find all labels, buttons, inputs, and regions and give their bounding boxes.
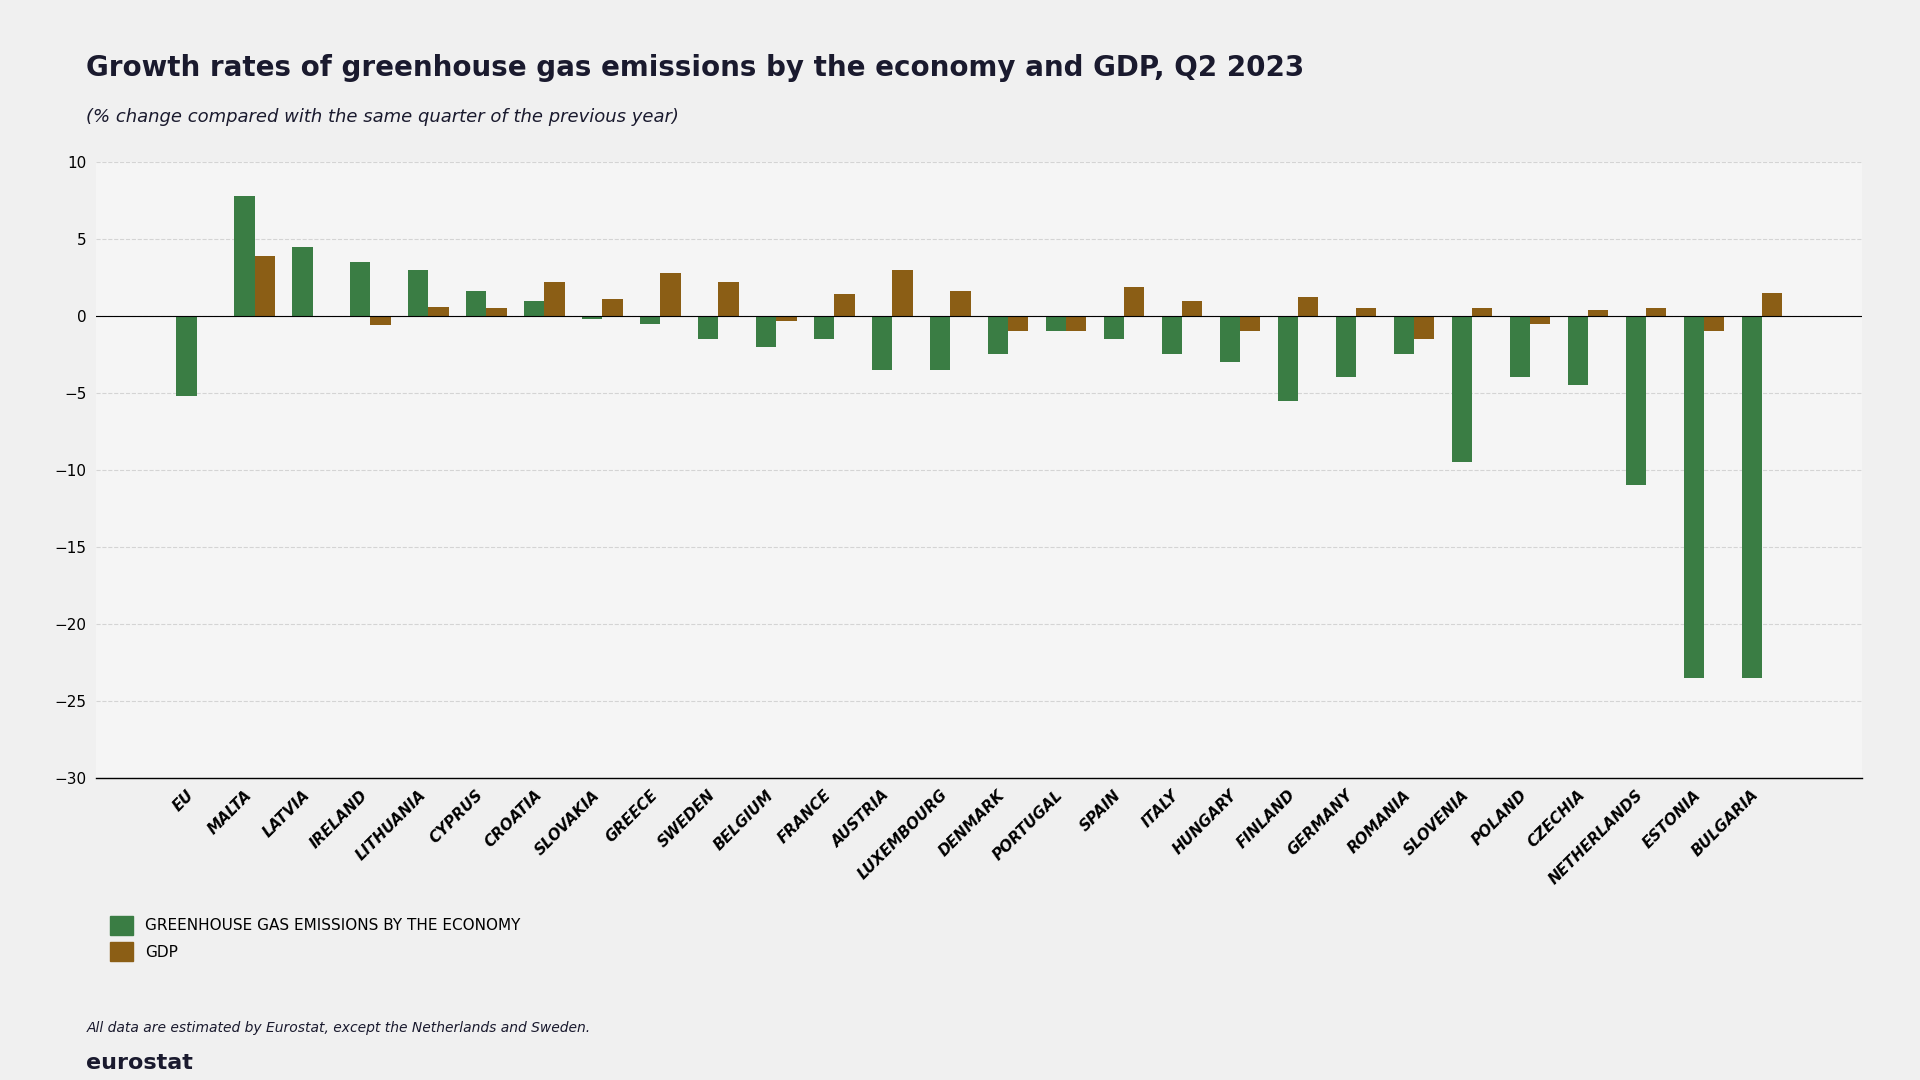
Bar (1684, 316, 1703, 677)
Bar (371, 316, 392, 325)
Bar (177, 316, 196, 396)
Bar (1356, 308, 1377, 316)
Bar (1183, 300, 1202, 316)
Text: eurostat: eurostat (86, 1053, 194, 1074)
Bar (1162, 316, 1183, 354)
Bar (255, 256, 275, 316)
Bar (486, 308, 507, 316)
Bar (1066, 316, 1087, 332)
Bar (1104, 316, 1123, 339)
Bar (1509, 316, 1530, 378)
Bar (1123, 286, 1144, 316)
Bar (234, 195, 255, 316)
Bar (639, 316, 660, 324)
Bar (835, 295, 854, 316)
Bar (1530, 316, 1549, 324)
Bar (1413, 316, 1434, 339)
Bar (1567, 316, 1588, 386)
Bar (1240, 316, 1260, 332)
Bar (1394, 316, 1413, 354)
Bar (349, 262, 371, 316)
Bar (699, 316, 718, 339)
Bar (1741, 316, 1763, 677)
Bar (582, 316, 603, 319)
Bar (292, 246, 313, 316)
Bar (1046, 316, 1066, 332)
Bar (545, 282, 564, 316)
Bar (929, 316, 950, 369)
Text: All data are estimated by Eurostat, except the Netherlands and Sweden.: All data are estimated by Eurostat, exce… (86, 1021, 591, 1035)
Bar (1473, 308, 1492, 316)
Bar (428, 307, 449, 316)
Bar (1703, 316, 1724, 332)
Bar (660, 273, 682, 316)
Bar (1298, 297, 1319, 316)
Text: (% change compared with the same quarter of the previous year): (% change compared with the same quarter… (86, 108, 680, 126)
Bar (409, 270, 428, 316)
Bar (1588, 310, 1609, 316)
Bar (1219, 316, 1240, 362)
Bar (1626, 316, 1645, 485)
Bar (872, 316, 893, 369)
Bar (756, 316, 776, 347)
Bar (718, 282, 739, 316)
Bar (603, 299, 622, 316)
Bar (1763, 293, 1782, 316)
Bar (893, 270, 912, 316)
Bar (467, 292, 486, 316)
Bar (814, 316, 835, 339)
Bar (1277, 316, 1298, 401)
Bar (989, 316, 1008, 354)
Bar (1336, 316, 1356, 378)
Bar (1008, 316, 1029, 332)
Bar (1452, 316, 1473, 462)
Bar (524, 300, 545, 316)
Bar (776, 316, 797, 321)
Bar (950, 292, 970, 316)
Text: Growth rates of greenhouse gas emissions by the economy and GDP, Q2 2023: Growth rates of greenhouse gas emissions… (86, 54, 1306, 82)
Legend: GREENHOUSE GAS EMISSIONS BY THE ECONOMY, GDP: GREENHOUSE GAS EMISSIONS BY THE ECONOMY,… (104, 909, 526, 967)
Bar (1645, 308, 1667, 316)
